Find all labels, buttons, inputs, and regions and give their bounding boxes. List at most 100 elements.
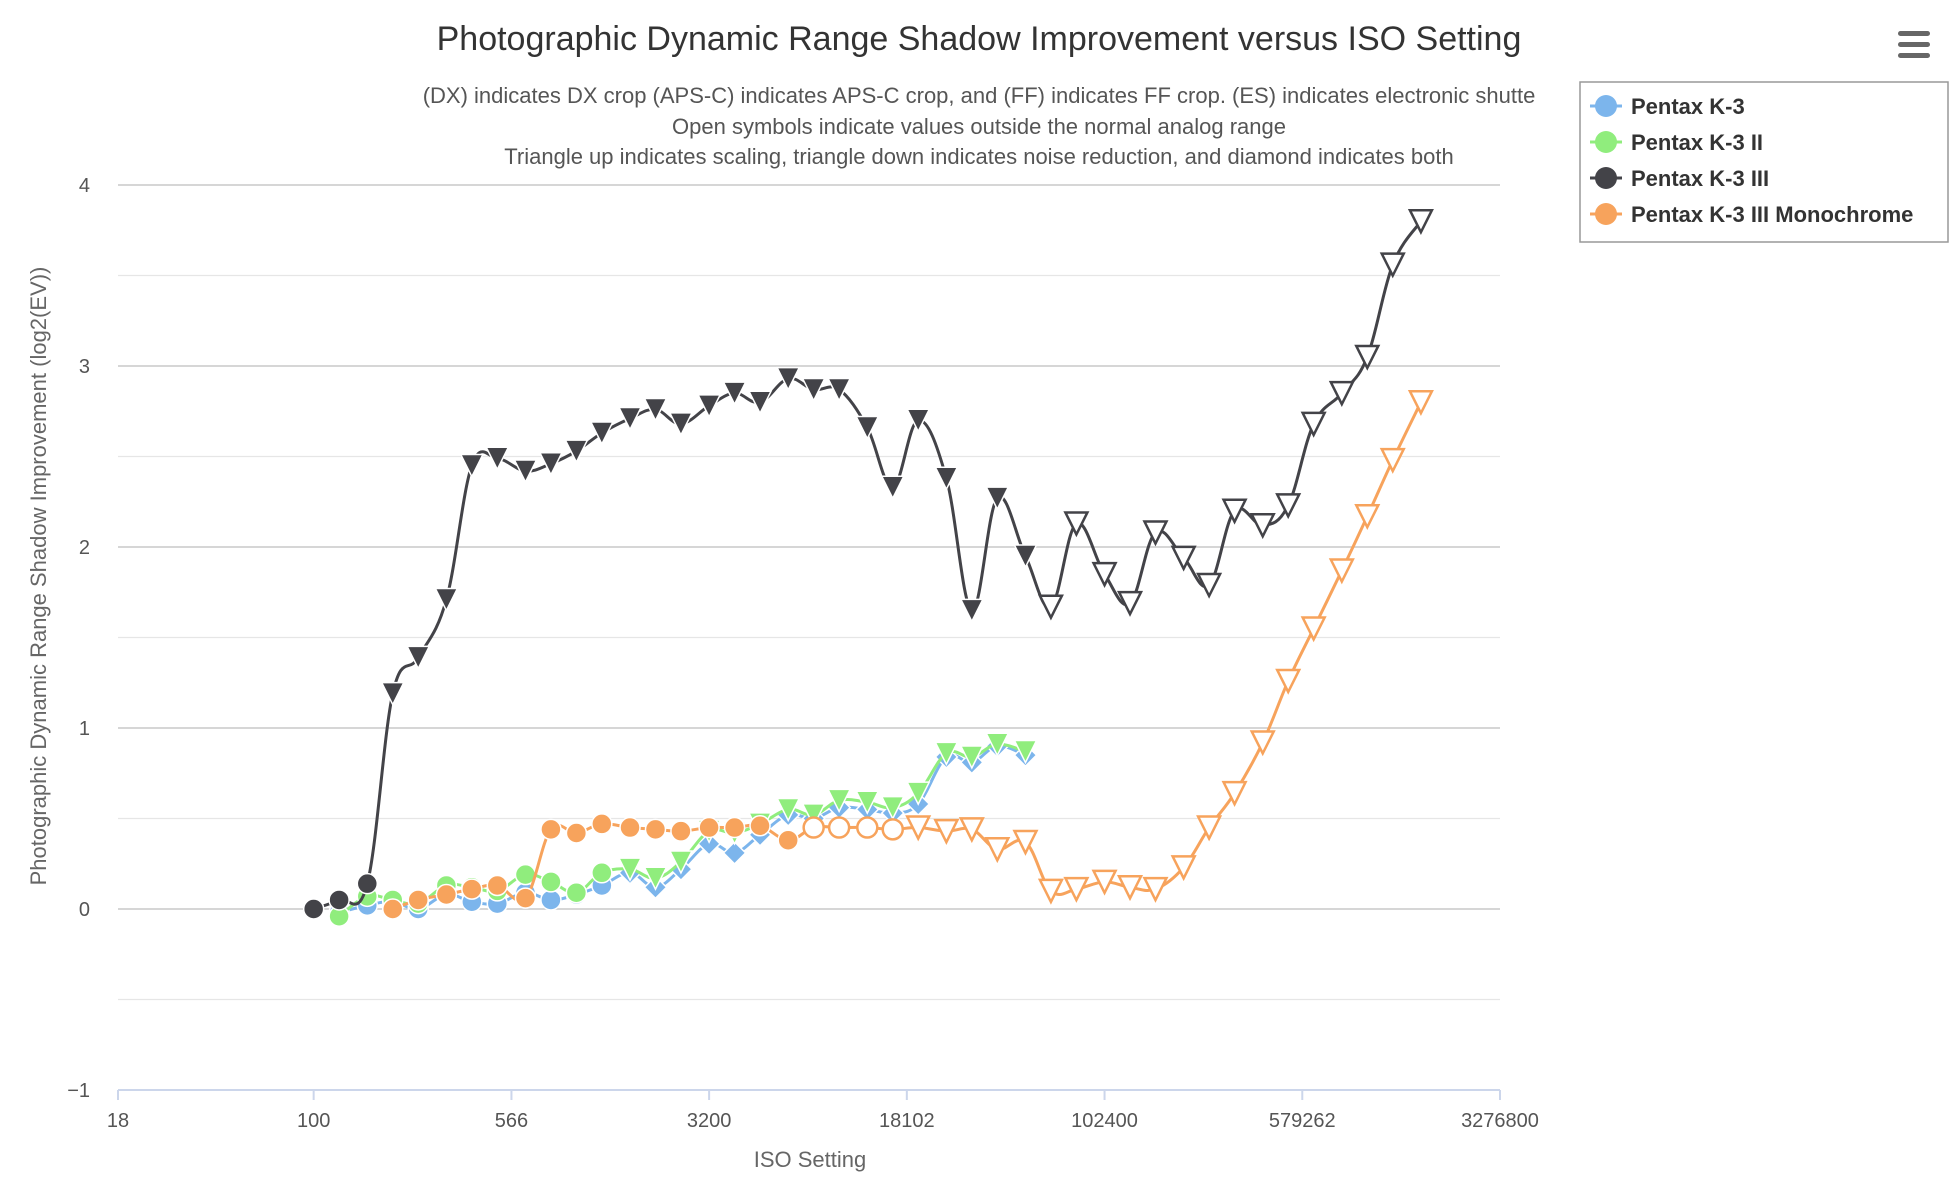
- data-point: [1407, 208, 1434, 235]
- data-point: [826, 788, 852, 814]
- legend: Pentax K-3 Pentax K-3 II Pentax K-3 III Pen…: [1579, 81, 1949, 243]
- y-tick-label: −1: [67, 1080, 90, 1102]
- y-axis-label: Photographic Dynamic Range Shadow Improv…: [26, 267, 51, 886]
- data-point: [985, 486, 1010, 511]
- data-point: [1354, 503, 1381, 531]
- data-point: [958, 817, 985, 844]
- x-axis-label: ISO Setting: [754, 1147, 867, 1172]
- data-point: [434, 587, 459, 613]
- data-point: [1013, 739, 1038, 765]
- legend-box: [1579, 81, 1949, 243]
- y-tick-label: 4: [79, 175, 90, 197]
- data-point: [1221, 780, 1248, 807]
- legend-item[interactable]: Pentax K-3 III: [1590, 166, 1769, 191]
- data-point: [1221, 498, 1248, 525]
- data-point: [328, 889, 350, 911]
- legend-label: Pentax K-3 III: [1631, 166, 1769, 191]
- data-point: [1091, 869, 1118, 896]
- data-point: [880, 475, 905, 500]
- data-point: [565, 881, 588, 904]
- legend-marker: [1595, 167, 1617, 189]
- data-point: [670, 820, 692, 842]
- data-point: [934, 741, 959, 767]
- data-point: [1013, 544, 1038, 569]
- legend-label: Pentax K-3: [1631, 94, 1745, 119]
- data-point: [749, 814, 771, 837]
- x-tick-label: 566: [495, 1110, 528, 1132]
- legend-item[interactable]: Pentax K-3 II: [1590, 130, 1763, 155]
- series-layer: [302, 208, 1434, 927]
- data-point: [985, 732, 1010, 757]
- data-point: [407, 889, 429, 911]
- data-point: [826, 377, 852, 403]
- series-pentax-k-3-iii-monochrome[interactable]: [382, 389, 1434, 920]
- chart-title: Photographic Dynamic Range Shadow Improv…: [437, 20, 1522, 58]
- x-tick-label: 100: [297, 1110, 330, 1132]
- data-point: [881, 818, 904, 841]
- data-point: [591, 862, 613, 884]
- data-point: [643, 397, 668, 423]
- data-point: [564, 439, 589, 464]
- data-point: [589, 421, 615, 446]
- data-point: [905, 408, 931, 433]
- x-tick-label: 3276800: [1461, 1110, 1539, 1132]
- data-point: [356, 872, 379, 895]
- data-point: [1300, 616, 1327, 643]
- x-tick-label: 3200: [687, 1110, 732, 1132]
- data-point: [538, 451, 564, 477]
- data-point: [643, 866, 668, 891]
- data-point: [801, 377, 826, 403]
- data-point: [1012, 829, 1039, 856]
- data-point: [485, 446, 510, 471]
- data-point: [777, 829, 799, 851]
- grid: [118, 184, 1500, 1091]
- y-tick-label: 2: [79, 537, 90, 559]
- x-tick-label: 18102: [879, 1110, 935, 1132]
- data-point: [1063, 511, 1090, 538]
- data-point: [619, 816, 641, 839]
- data-point: [775, 366, 801, 392]
- data-point: [382, 898, 404, 920]
- data-point: [1170, 855, 1197, 882]
- data-point: [1142, 520, 1169, 547]
- data-point: [1116, 590, 1144, 617]
- data-point: [486, 874, 509, 897]
- data-point: [1037, 878, 1064, 905]
- data-point: [302, 898, 325, 920]
- data-point: [1379, 447, 1406, 474]
- data-point: [1196, 815, 1223, 842]
- data-point: [905, 781, 931, 806]
- data-point: [1379, 252, 1406, 279]
- chart-subtitle-line-2: Open symbols indicate values outside the…: [672, 114, 1286, 139]
- hamburger-menu-icon[interactable]: [1894, 28, 1934, 64]
- data-point: [984, 837, 1011, 864]
- data-point: [1328, 380, 1355, 407]
- legend-item[interactable]: Pentax K-3: [1590, 94, 1745, 119]
- data-point: [459, 453, 485, 479]
- chart-subtitle-line-1: (DX) indicates DX crop (APS-C) indicates…: [423, 83, 1536, 108]
- data-point: [540, 871, 562, 893]
- legend-label: Pentax K-3 III Monochrome: [1631, 202, 1913, 227]
- data-point: [435, 883, 458, 906]
- data-point: [591, 813, 613, 835]
- data-point: [617, 406, 643, 432]
- legend-marker: [1595, 131, 1617, 153]
- data-point: [668, 850, 694, 875]
- data-point: [540, 889, 562, 911]
- data-point: [668, 412, 694, 437]
- data-point: [775, 797, 801, 823]
- legend-item[interactable]: Pentax K-3 III Monochrome: [1590, 202, 1913, 227]
- data-point: [722, 840, 747, 865]
- data-point: [802, 816, 825, 839]
- y-tick-label: 1: [79, 718, 90, 740]
- series-pentax-k-3-iii[interactable]: [302, 208, 1434, 920]
- data-point: [905, 815, 932, 842]
- data-point: [514, 887, 537, 909]
- series-line: [392, 401, 1423, 911]
- data-point: [644, 818, 667, 841]
- data-point: [696, 394, 722, 419]
- data-point: [1354, 344, 1381, 371]
- data-point: [380, 681, 405, 707]
